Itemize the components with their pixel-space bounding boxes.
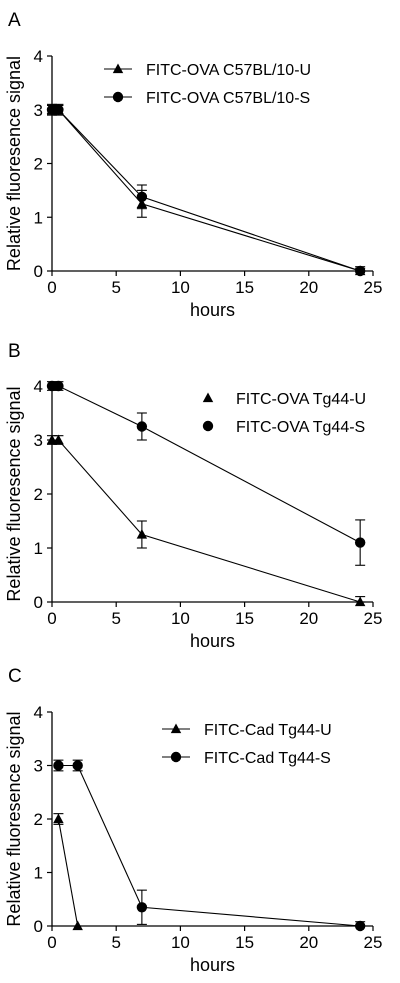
legend-label: FITC-OVA Tg44-U [236,391,366,408]
series-s [53,759,366,932]
x-tick-label: 15 [235,933,254,952]
data-point [53,104,64,115]
y-tick-label: 4 [34,703,43,722]
x-axis-title: hours [190,955,235,975]
y-tick-label: 0 [34,593,43,612]
y-tick-label: 2 [34,810,43,829]
x-tick-label: 20 [299,933,318,952]
y-axis-title: Relative fluoresence signal [4,386,24,601]
x-tick-label: 20 [299,609,318,628]
y-tick-label: 3 [34,101,43,120]
data-point [354,596,366,607]
series-s [46,103,366,277]
x-tick-label: 20 [299,278,318,297]
data-point [354,920,366,932]
x-tick-label: 15 [235,609,254,628]
series-line [52,439,361,603]
data-point [136,421,148,432]
series-line [52,109,361,272]
y-tick-label: 1 [34,539,43,558]
panel-label: A [8,10,21,31]
y-tick-label: 3 [34,757,43,776]
y-tick-label: 2 [34,155,43,174]
legend-marker [170,751,182,763]
x-tick-label: 5 [111,933,120,952]
data-point [53,760,64,771]
x-tick-label: 10 [171,278,190,297]
data-point [354,265,366,277]
series-line [52,385,361,544]
legend-marker [202,420,214,432]
x-tick-label: 25 [364,933,383,952]
series-u [46,104,366,276]
panel-B: B 0 1 2 3 4 0 5 10 15 20 25 hours Relative fluoresenc… [4,341,382,651]
y-tick-label: 4 [34,377,43,396]
series-line [57,818,79,927]
x-tick-label: 25 [364,278,383,297]
x-tick-label: 0 [47,609,56,628]
legend-label: FITC-Cad Tg44-S [204,750,331,767]
y-tick-label: 3 [34,431,43,450]
x-tick-label: 5 [111,609,120,628]
legend: FITC-OVA Tg44-U FITC-OVA Tg44-S [202,391,366,436]
y-tick-label: 1 [34,208,43,227]
legend-label: FITC-OVA C57BL/10-U [146,62,311,79]
panel-A: A 0 1 2 3 4 0 5 10 15 20 25 hours Relative fluoresenc… [4,10,382,320]
panel-C: C 0 1 2 3 4 0 5 10 15 20 25 hours Relative fluoresenc… [4,666,382,975]
legend: FITC-OVA C57BL/10-U FITC-OVA C57BL/10-S [104,62,311,107]
data-point [72,920,83,931]
y-axis-title: Relative fluoresence signal [4,711,24,926]
series-s [46,380,366,566]
legend-marker [202,392,214,403]
legend-marker [112,63,124,74]
x-tick-label: 5 [111,278,120,297]
data-point [136,529,148,539]
series-line [58,764,361,927]
x-tick-label: 0 [47,933,56,952]
data-point [354,537,366,548]
data-point [136,191,148,203]
y-tick-label: 1 [34,864,43,883]
y-tick-label: 4 [34,47,43,66]
data-point [53,434,64,445]
legend-label: FITC-OVA Tg44-S [236,419,365,436]
data-point [53,813,64,824]
x-tick-label: 10 [171,933,190,952]
x-tick-label: 15 [235,278,254,297]
y-axis-title: Relative fluoresence signal [4,56,24,271]
x-tick-label: 10 [171,609,190,628]
legend-marker [170,723,182,734]
panel-label: B [8,341,21,362]
data-point [72,760,83,771]
data-point [136,902,148,913]
legend-label: FITC-OVA C57BL/10-S [146,90,310,107]
series-u [46,434,366,607]
x-tick-label: 0 [47,278,56,297]
y-tick-label: 0 [34,262,43,281]
x-axis-title: hours [190,631,235,651]
series-u [53,813,83,931]
legend-label: FITC-Cad Tg44-U [204,722,332,739]
x-axis-title: hours [190,300,235,320]
y-tick-label: 0 [34,917,43,936]
panel-label: C [8,666,22,687]
x-tick-label: 25 [364,609,383,628]
legend: FITC-Cad Tg44-U FITC-Cad Tg44-S [162,722,332,767]
data-point [53,380,64,392]
legend-marker [112,91,124,103]
y-tick-label: 2 [34,485,43,504]
series-line [52,109,361,272]
